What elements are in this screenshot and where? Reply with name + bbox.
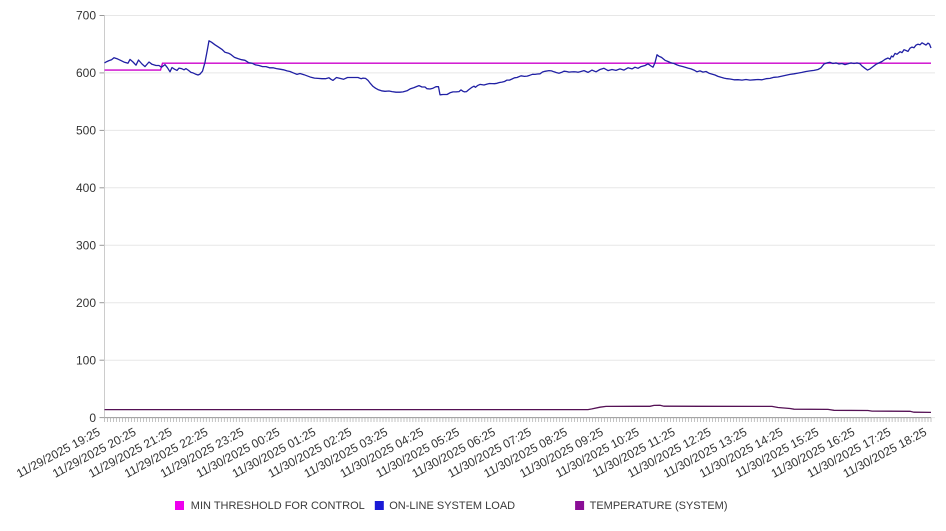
svg-text:100: 100: [76, 353, 96, 367]
svg-text:400: 400: [76, 181, 96, 195]
svg-text:0: 0: [89, 411, 96, 425]
svg-text:MIN THRESHOLD FOR CONTROL: MIN THRESHOLD FOR CONTROL: [191, 500, 365, 512]
svg-text:TEMPERATURE (SYSTEM): TEMPERATURE (SYSTEM): [590, 500, 728, 512]
svg-text:600: 600: [76, 66, 96, 80]
svg-text:700: 700: [76, 9, 96, 23]
svg-text:200: 200: [76, 296, 96, 310]
svg-text:ON-LINE SYSTEM LOAD: ON-LINE SYSTEM LOAD: [389, 500, 515, 512]
svg-text:300: 300: [76, 239, 96, 253]
svg-text:500: 500: [76, 124, 96, 138]
